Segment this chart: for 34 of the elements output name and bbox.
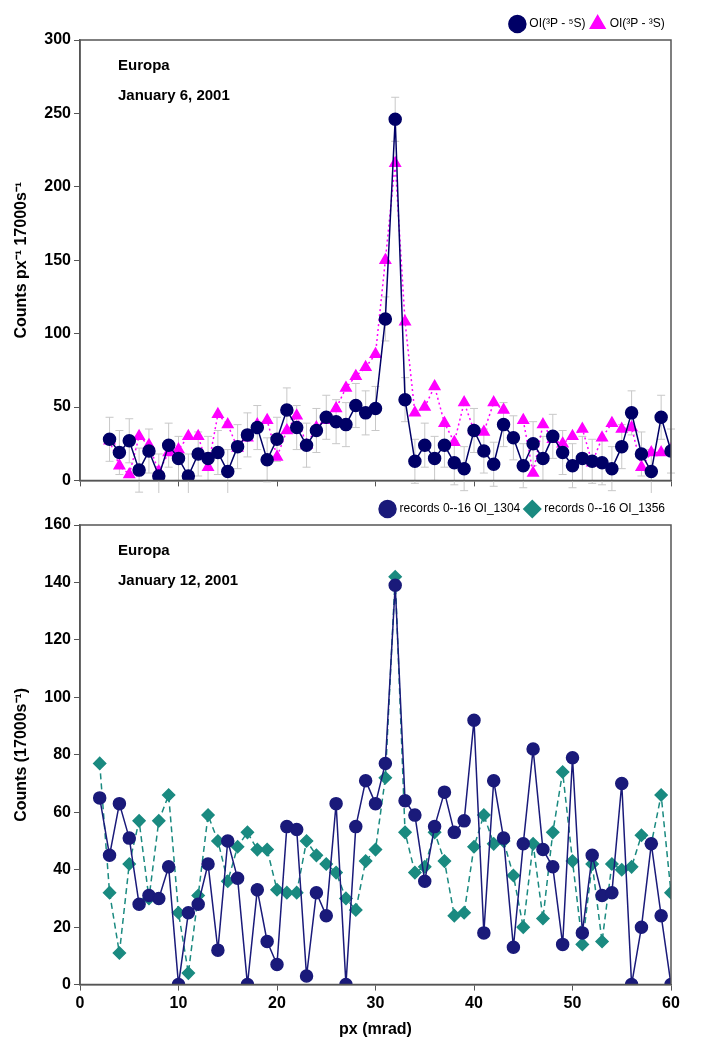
x-axis-title: px (mrad) bbox=[339, 1019, 412, 1037]
x-tick-label: 20 bbox=[268, 993, 286, 1011]
y-tick-label: 140 bbox=[44, 572, 72, 590]
y-tick-label: 150 bbox=[44, 250, 72, 268]
y-tick-label: 0 bbox=[62, 975, 72, 993]
text: January 12, 2001 bbox=[118, 571, 239, 589]
text: Europa bbox=[118, 56, 171, 74]
legend-label: OI(³P - ⁵S) bbox=[529, 16, 586, 31]
y-axis-title: Counts (17000s⁻¹) bbox=[12, 687, 30, 822]
y-tick-label: 250 bbox=[44, 103, 72, 121]
y-tick-label: 60 bbox=[53, 802, 72, 820]
y-tick-label: 120 bbox=[44, 630, 72, 648]
y-tick-label: 0 bbox=[62, 470, 72, 488]
y-tick-label: 20 bbox=[53, 917, 72, 935]
x-tick-label: 50 bbox=[563, 993, 582, 1011]
y-tick-label: 40 bbox=[53, 860, 72, 878]
legend-label: OI(³P - ³S) bbox=[609, 16, 665, 31]
y-tick-label: 300 bbox=[44, 30, 72, 48]
y-tick-label: 200 bbox=[44, 177, 72, 195]
text: January 6, 2001 bbox=[118, 86, 230, 104]
y-tick-label: 160 bbox=[44, 515, 72, 533]
y-axis-title: Counts px⁻¹ 17000s⁻¹ bbox=[12, 181, 30, 339]
x-tick-label: 10 bbox=[169, 993, 188, 1011]
y-tick-label: 80 bbox=[53, 745, 72, 763]
x-tick-label: 0 bbox=[75, 993, 85, 1011]
text: Europa bbox=[118, 541, 171, 559]
x-tick-label: 60 bbox=[662, 993, 680, 1011]
legend-label: records 0--16 OI_1304 bbox=[399, 501, 521, 516]
legend-label: records 0--16 OI_1356 bbox=[544, 501, 666, 516]
y-tick-label: 50 bbox=[53, 397, 72, 415]
x-tick-label: 30 bbox=[366, 993, 385, 1011]
x-tick-label: 40 bbox=[465, 993, 483, 1011]
y-tick-label: 100 bbox=[44, 324, 72, 342]
y-tick-label: 100 bbox=[44, 687, 72, 705]
